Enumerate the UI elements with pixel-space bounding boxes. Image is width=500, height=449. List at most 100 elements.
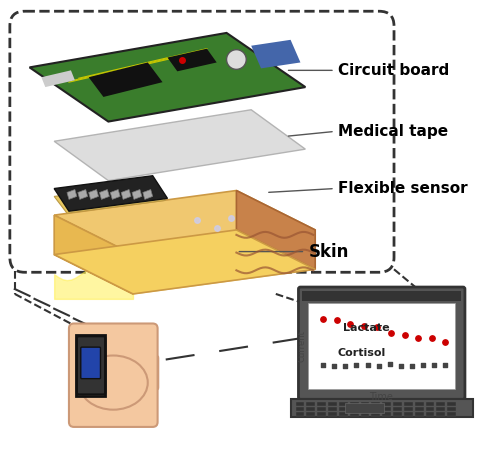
Bar bbox=[426, 407, 434, 411]
Point bbox=[360, 323, 368, 330]
Bar bbox=[393, 407, 402, 411]
Bar bbox=[447, 412, 456, 416]
FancyBboxPatch shape bbox=[77, 336, 106, 394]
Bar bbox=[372, 412, 380, 416]
Bar bbox=[436, 407, 445, 411]
FancyBboxPatch shape bbox=[69, 360, 92, 393]
Polygon shape bbox=[88, 62, 162, 97]
Text: Flexible sensor: Flexible sensor bbox=[338, 181, 468, 196]
Polygon shape bbox=[236, 190, 315, 269]
Polygon shape bbox=[143, 189, 152, 199]
Bar bbox=[345, 403, 384, 413]
Point bbox=[332, 317, 340, 324]
Bar bbox=[436, 402, 445, 406]
Bar bbox=[393, 412, 402, 416]
FancyBboxPatch shape bbox=[69, 323, 158, 427]
Point bbox=[346, 321, 354, 328]
Point bbox=[342, 362, 349, 370]
Bar bbox=[360, 402, 370, 406]
Point bbox=[319, 315, 327, 322]
Bar bbox=[290, 399, 473, 417]
Bar bbox=[306, 402, 315, 406]
Polygon shape bbox=[100, 189, 110, 199]
Bar bbox=[350, 402, 358, 406]
Bar bbox=[328, 402, 337, 406]
Bar bbox=[339, 407, 347, 411]
Bar bbox=[404, 407, 412, 411]
Bar bbox=[317, 402, 326, 406]
Polygon shape bbox=[251, 40, 300, 68]
Text: Skin: Skin bbox=[308, 242, 348, 260]
Point bbox=[374, 323, 382, 330]
Polygon shape bbox=[132, 189, 142, 199]
Circle shape bbox=[226, 50, 246, 69]
Bar bbox=[350, 412, 358, 416]
Text: Time: Time bbox=[370, 392, 393, 402]
Polygon shape bbox=[54, 230, 315, 294]
Point bbox=[319, 362, 327, 369]
Bar bbox=[436, 412, 445, 416]
Point bbox=[441, 361, 449, 368]
FancyBboxPatch shape bbox=[130, 350, 148, 391]
FancyBboxPatch shape bbox=[100, 350, 118, 391]
Point bbox=[374, 362, 382, 370]
Text: Cortisol: Cortisol bbox=[338, 348, 386, 358]
Bar bbox=[426, 412, 434, 416]
Bar bbox=[308, 303, 455, 389]
Polygon shape bbox=[30, 33, 306, 122]
Bar bbox=[447, 402, 456, 406]
Bar bbox=[372, 407, 380, 411]
Bar bbox=[296, 407, 304, 411]
FancyBboxPatch shape bbox=[143, 355, 158, 391]
Bar bbox=[414, 407, 424, 411]
Bar bbox=[306, 407, 315, 411]
Point bbox=[330, 362, 338, 370]
Bar bbox=[317, 407, 326, 411]
Bar bbox=[414, 412, 424, 416]
Bar bbox=[328, 412, 337, 416]
Ellipse shape bbox=[79, 356, 148, 409]
Bar bbox=[404, 412, 412, 416]
Polygon shape bbox=[54, 230, 315, 294]
Point bbox=[428, 334, 436, 341]
Text: Lactate: Lactate bbox=[343, 322, 390, 333]
FancyBboxPatch shape bbox=[298, 287, 465, 399]
Point bbox=[386, 361, 394, 368]
FancyBboxPatch shape bbox=[115, 347, 133, 391]
Bar bbox=[339, 412, 347, 416]
Polygon shape bbox=[67, 189, 77, 199]
Bar bbox=[302, 291, 461, 301]
Point bbox=[352, 361, 360, 368]
Polygon shape bbox=[78, 189, 88, 199]
Bar bbox=[404, 402, 412, 406]
Text: Medical tape: Medical tape bbox=[338, 124, 448, 139]
Text: Current: Current bbox=[298, 330, 306, 362]
Bar bbox=[306, 412, 315, 416]
Polygon shape bbox=[54, 176, 168, 211]
Polygon shape bbox=[54, 110, 306, 180]
Point bbox=[387, 329, 395, 336]
Point bbox=[408, 362, 416, 370]
Polygon shape bbox=[110, 189, 120, 199]
Bar bbox=[360, 407, 370, 411]
Polygon shape bbox=[54, 184, 166, 213]
FancyBboxPatch shape bbox=[81, 347, 100, 379]
Polygon shape bbox=[42, 70, 75, 87]
Bar bbox=[317, 412, 326, 416]
Bar bbox=[393, 402, 402, 406]
Bar bbox=[382, 407, 391, 411]
Polygon shape bbox=[121, 189, 131, 199]
Bar bbox=[447, 407, 456, 411]
Polygon shape bbox=[88, 189, 99, 199]
Bar bbox=[360, 412, 370, 416]
Bar bbox=[328, 407, 337, 411]
Point bbox=[419, 361, 427, 369]
Text: Circuit board: Circuit board bbox=[338, 63, 449, 78]
Polygon shape bbox=[168, 48, 216, 71]
Point bbox=[364, 361, 372, 369]
Bar bbox=[339, 402, 347, 406]
Point bbox=[400, 331, 408, 339]
Bar bbox=[414, 402, 424, 406]
Point bbox=[397, 362, 405, 370]
Bar bbox=[372, 402, 380, 406]
